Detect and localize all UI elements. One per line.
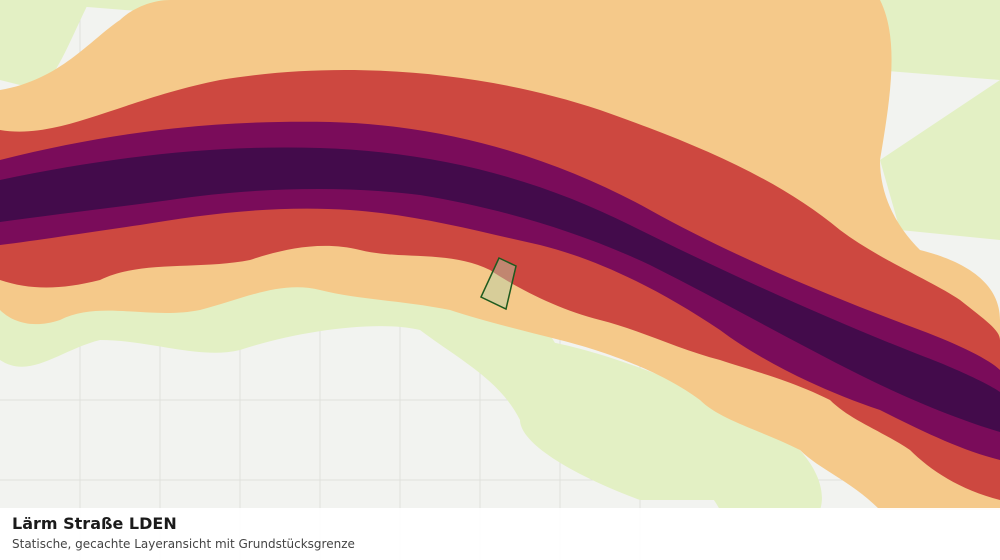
legend-footer: Lärm Straße LDEN Statische, gecachte Lay…: [0, 508, 1000, 560]
noise-band-70: [0, 147, 1000, 432]
parcel-boundary: [480, 256, 517, 311]
noise-band-65: [0, 121, 1000, 460]
layer-subtitle: Statische, gecachte Layeransicht mit Gru…: [12, 537, 355, 551]
layer-title: Lärm Straße LDEN: [12, 514, 177, 533]
